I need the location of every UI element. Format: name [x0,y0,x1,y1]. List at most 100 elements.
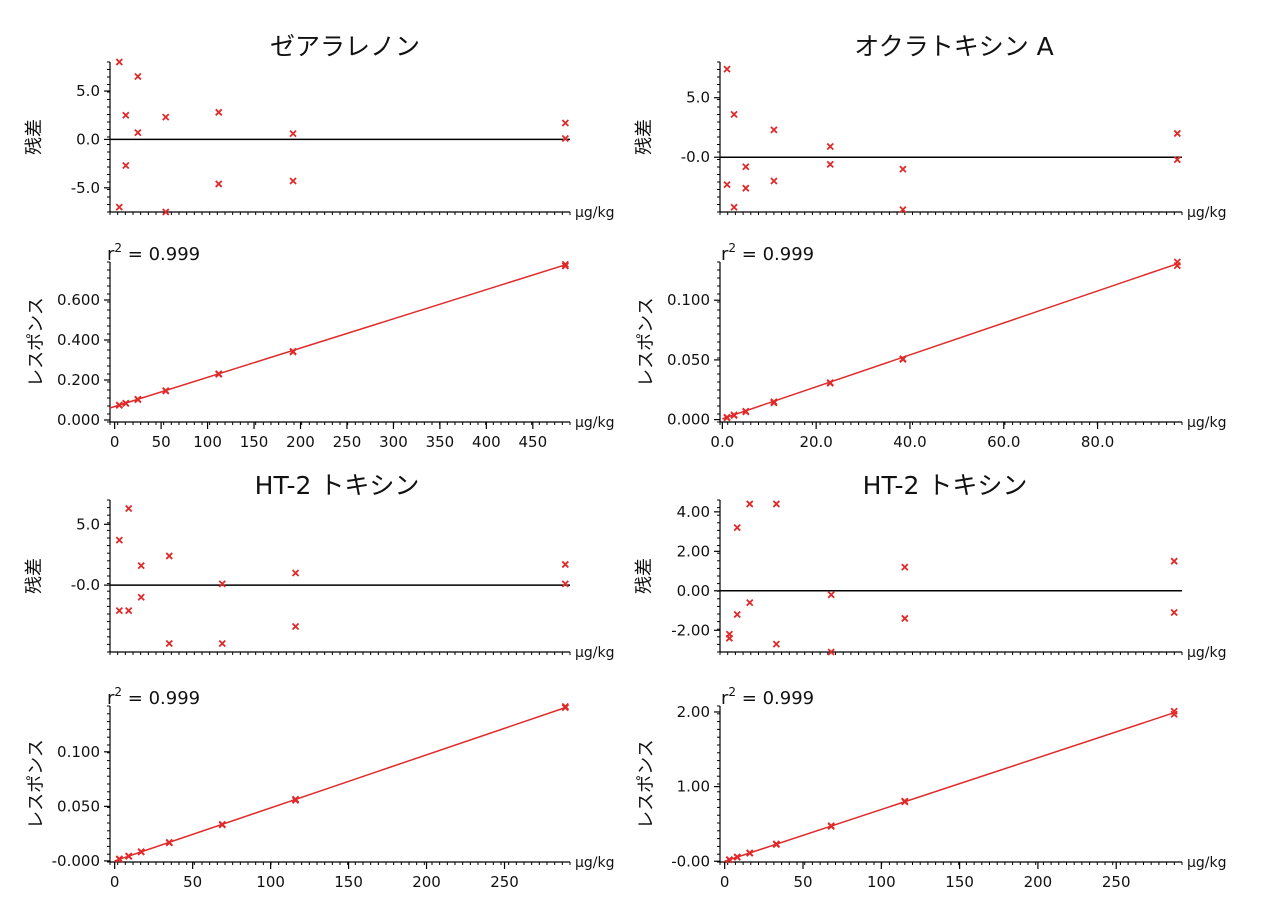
residual-point [899,165,907,173]
panel-4: HT-2 トキシン 4.00 2.00 0.00 -2.00 残差 µg/kg -0.00 1.… [634,471,1227,891]
r-squared-exponent: 2 [114,685,122,699]
panel-1: ゼアラレノン5.00.0-5.0残差µg/kg0.0000.2000.4000.… [24,32,615,451]
residual-point [215,108,223,116]
calibration-point [289,348,297,356]
residual-point [561,134,569,143]
residual-point [742,184,750,192]
calibration-point [165,839,173,847]
residual-point [115,203,123,211]
residual-point [134,129,142,137]
residual-point [115,58,123,66]
calibration-point [1170,710,1178,718]
r-squared-exponent: 2 [728,685,736,699]
residual-point [165,639,173,648]
calibration-point [561,260,569,269]
residual-point [901,563,909,571]
calibration-point [725,856,734,864]
residual-point [746,599,754,607]
x-tick-label: 0.0 [710,433,734,451]
residual-point [899,205,907,214]
residual-point [733,523,741,532]
calibration-point [826,379,834,387]
residual-point [137,593,145,601]
calibration-plot: -0.000 0.050 0.100 0 50 100 150 200 250 レスポンス µg/k… [26,685,615,891]
calibration-point [733,853,741,861]
x-unit-label: µg/kg [1187,205,1227,221]
y-tick-label: -0.0 [681,148,710,166]
calibration-point [1173,261,1181,270]
panel-title: オクラトキシン A [854,32,1054,61]
residual-plot: 5.0 0.0 -5.0 残差 µg/kg [24,58,615,221]
residual-plot: 4.00 2.00 0.00 -2.00 残差 µg/kg [634,499,1227,661]
y-tick-label: 0.400 [57,331,100,349]
calibration-point [215,370,223,378]
calibration-plot: -0.00 1.00 2.00 0 50 100 150 200 250 レスポンス µg/kg r2… [636,685,1227,891]
residual-point [137,562,145,570]
calibration-point [561,262,569,270]
x-tick-label: 100 [256,873,285,891]
residual-point [725,634,734,642]
residual-point [162,113,170,121]
residual-point [561,580,569,588]
x-tick-label: 40.0 [893,433,926,451]
y-tick-label: 2.00 [677,542,710,560]
x-tick-label: 50 [793,873,812,891]
residual-point [730,203,738,211]
residual-point [901,614,909,623]
x-unit-label: µg/kg [1187,855,1227,871]
residual-point [122,111,130,119]
x-tick-label: 200 [286,433,315,451]
regression-line [109,264,566,409]
calibration-point [291,796,300,805]
residual-point [218,580,226,588]
x-unit-label: µg/kg [575,645,615,661]
residual-y-axis-label: 残差 [634,119,655,155]
x-unit-label: µg/kg [575,205,615,221]
x-tick-label: 150 [945,873,974,891]
calibration-point [115,855,123,864]
y-tick-label: 1.00 [677,778,710,796]
calibration-y-axis-label: レスポンス [26,297,47,387]
calibration-point [125,852,133,860]
y-tick-label: 5.0 [686,89,710,107]
residual-point [1170,608,1178,617]
residual-point [826,142,834,151]
r-squared-value: = 0.999 [736,244,814,265]
calibration-point [770,399,778,407]
x-tick-label: 80.0 [1081,433,1114,451]
calibration-plot: 0.000 0.200 0.400 0.600 0 50 100 150 200 250 300 35… [26,241,615,451]
y-tick-label: 4.00 [677,503,710,521]
x-unit-label: µg/kg [575,855,615,871]
residual-point [770,126,778,134]
x-tick-label: 350 [426,433,455,451]
x-tick-label: 250 [490,873,519,891]
residual-point [215,180,223,188]
residual-y-axis-label: 残差 [634,558,655,594]
y-tick-label: 0.000 [667,411,710,429]
residual-point [733,610,741,619]
regression-line [114,706,566,862]
x-unit-label: µg/kg [1187,415,1227,431]
r-squared-symbol: r [107,688,115,709]
x-tick-label: 450 [519,433,548,451]
y-tick-label: -0.0 [71,576,100,594]
y-tick-label: 0.100 [667,291,710,309]
r-squared-symbol: r [721,688,729,709]
residual-point [561,119,569,127]
r-squared-value: = 0.999 [122,688,200,709]
residual-point [289,177,297,185]
x-tick-label: 400 [472,433,501,451]
x-tick-label: 250 [1102,873,1131,891]
y-tick-label: -5.0 [71,179,100,197]
x-tick-label: 250 [333,433,362,451]
y-tick-label: 0.200 [57,371,100,389]
residual-point [1173,155,1181,164]
x-tick-label: 100 [867,873,896,891]
x-tick-label: 200 [412,873,441,891]
residual-point [730,110,738,119]
x-tick-label: 0 [720,873,730,891]
panel-3: HT-2 トキシン 5.0 -0.0 残差 µg/kg -0.000 0.050 0.100 0… [24,471,615,891]
r-squared-exponent: 2 [114,241,122,255]
r-squared-symbol: r [107,244,115,265]
